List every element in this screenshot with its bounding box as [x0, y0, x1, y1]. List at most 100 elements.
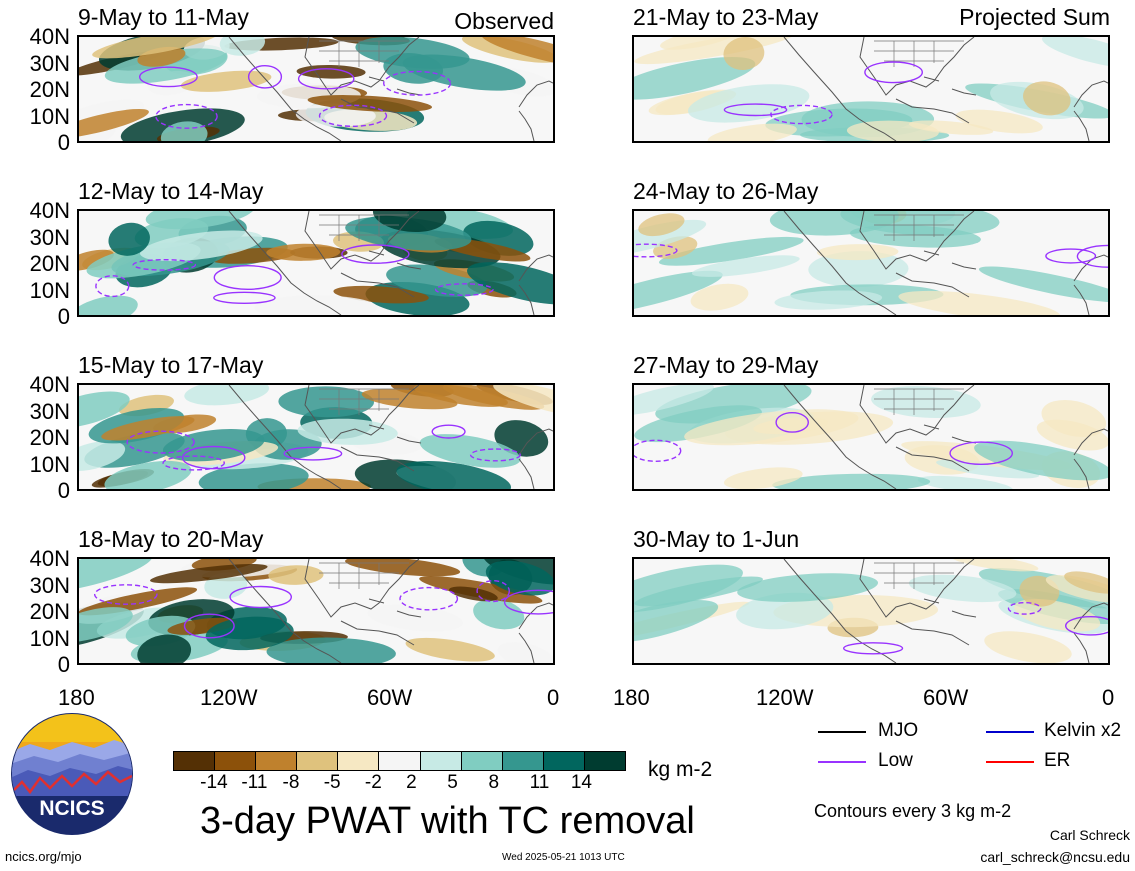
lat-label: 30N	[29, 398, 70, 424]
panel-left-0-tag: Observed	[454, 8, 554, 34]
lat-label: 20N	[29, 599, 70, 624]
map-panel-right-3	[632, 557, 1110, 665]
map-panel-left-1	[77, 209, 555, 317]
lat-label: 30N	[29, 224, 70, 250]
colorbar-swatch	[297, 752, 339, 770]
pwat-anomaly-map	[79, 385, 553, 489]
colorbar-tick-label: -14	[200, 772, 228, 793]
lat-label: 0	[57, 304, 70, 329]
low-contour	[229, 585, 292, 609]
map-panel-left-0	[77, 35, 555, 143]
lat-label: 10N	[29, 451, 70, 477]
colorbar-swatch	[379, 752, 421, 770]
panel-right-3-title: 30-May to 1-Jun	[633, 526, 800, 552]
low-contour	[723, 103, 788, 117]
colorbar-tick-label: -8	[282, 772, 300, 793]
low-contour	[247, 64, 283, 89]
colorbar-swatch	[420, 752, 462, 770]
lat-label: 20N	[29, 425, 70, 450]
lat-label: 20N	[29, 251, 70, 276]
low-contour	[213, 265, 282, 291]
pwat-anomaly-map	[79, 211, 553, 315]
colorbar-swatch	[174, 752, 216, 770]
panel-left-1-title: 12-May to 14-May	[78, 178, 264, 204]
panel-right-1-title: 24-May to 26-May	[633, 178, 819, 204]
logo-text: NCICS	[39, 797, 104, 820]
lat-label: 40N	[29, 546, 70, 571]
lon-label-right-180: 180	[613, 685, 650, 710]
lat-label: 30N	[29, 572, 70, 598]
colorbar-tick-label: -11	[241, 772, 268, 793]
colorbar-tick-label: -2	[364, 772, 382, 793]
colorbar-tick-label: 8	[488, 772, 500, 793]
panel-right-2-title: 27-May to 29-May	[633, 352, 819, 378]
panel-left-0-title: 9-May to 11-May	[78, 4, 249, 30]
low-contour	[383, 70, 452, 96]
colorbar-swatch	[256, 752, 298, 770]
low-contour	[1007, 602, 1042, 615]
legend-label-mjo: MJO	[878, 720, 919, 741]
lat-label: 40N	[29, 372, 70, 397]
low-contour	[297, 68, 355, 90]
legend-label-kelvin: Kelvin x2	[1044, 720, 1122, 741]
colorbar-swatch	[543, 752, 585, 770]
low-contour	[213, 291, 276, 305]
map-panel-right-0	[632, 35, 1110, 143]
low-contour	[634, 243, 678, 258]
colorbar-tick-label: -5	[323, 772, 341, 793]
colorbar-tick-label: 5	[447, 772, 458, 793]
low-contour	[843, 642, 904, 655]
map-panel-right-1	[632, 209, 1110, 317]
main-title: 3-day PWAT with TC removal	[200, 800, 695, 842]
low-contour	[399, 586, 459, 611]
colorbar-swatch	[215, 752, 257, 770]
lat-label: 40N	[29, 198, 70, 223]
low-contour	[93, 584, 158, 605]
low-contour	[949, 441, 1014, 465]
low-contour	[431, 424, 466, 439]
low-contour	[434, 283, 494, 296]
pwat-anomaly-map	[634, 211, 1108, 315]
low-contour	[634, 439, 682, 462]
legend-label-low: Low	[878, 750, 913, 771]
lon-label-left-60w: 60W	[367, 685, 413, 710]
low-contour	[775, 412, 809, 433]
low-contour	[283, 446, 343, 461]
pwat-anomaly-map	[634, 559, 1108, 663]
coastline	[228, 559, 553, 663]
legend-label-er: ER	[1044, 750, 1071, 771]
lat-label: 10N	[29, 103, 70, 129]
lat-label: 10N	[29, 625, 70, 651]
low-contour	[132, 259, 197, 271]
lat-label: 0	[57, 478, 70, 503]
low-contour	[1045, 248, 1097, 264]
pwat-anomaly-map	[634, 37, 1108, 141]
colorbar-tick-label: 2	[406, 772, 417, 793]
panel-left-3-title: 18-May to 20-May	[78, 526, 264, 552]
contour-note: Contours every 3 kg m-2	[814, 801, 1012, 821]
lon-label-right-60w: 60W	[923, 685, 969, 710]
low-contour	[469, 448, 521, 462]
map-panel-right-2	[632, 383, 1110, 491]
footer-email: carl_schreck@ncsu.edu	[980, 849, 1130, 865]
footer-timestamp: Wed 2025-05-21 1013 UTC	[502, 852, 625, 863]
colorbar-swatch	[461, 752, 503, 770]
legend-line-kelvin	[986, 731, 1034, 733]
lon-label-left-0: 0	[547, 685, 560, 710]
lon-label-left-120w: 120W	[200, 685, 258, 710]
coastline	[228, 211, 553, 315]
map-panel-left-3	[77, 557, 555, 665]
colorbar	[173, 751, 626, 771]
lat-label: 20N	[29, 77, 70, 102]
panel-right-0-title: 21-May to 23-May	[633, 4, 819, 30]
lat-label: 30N	[29, 50, 70, 76]
ncics-logo: NCICS	[10, 712, 134, 836]
footer-author: Carl Schreck	[1049, 827, 1130, 843]
colorbar-swatch	[338, 752, 380, 770]
colorbar-units: kg m-2	[648, 758, 713, 781]
low-contour	[318, 104, 388, 128]
low-contour	[503, 589, 553, 615]
pwat-anomaly-map	[79, 559, 553, 663]
lat-label: 0	[57, 652, 70, 677]
colorbar-tick-label: 11	[529, 772, 550, 793]
